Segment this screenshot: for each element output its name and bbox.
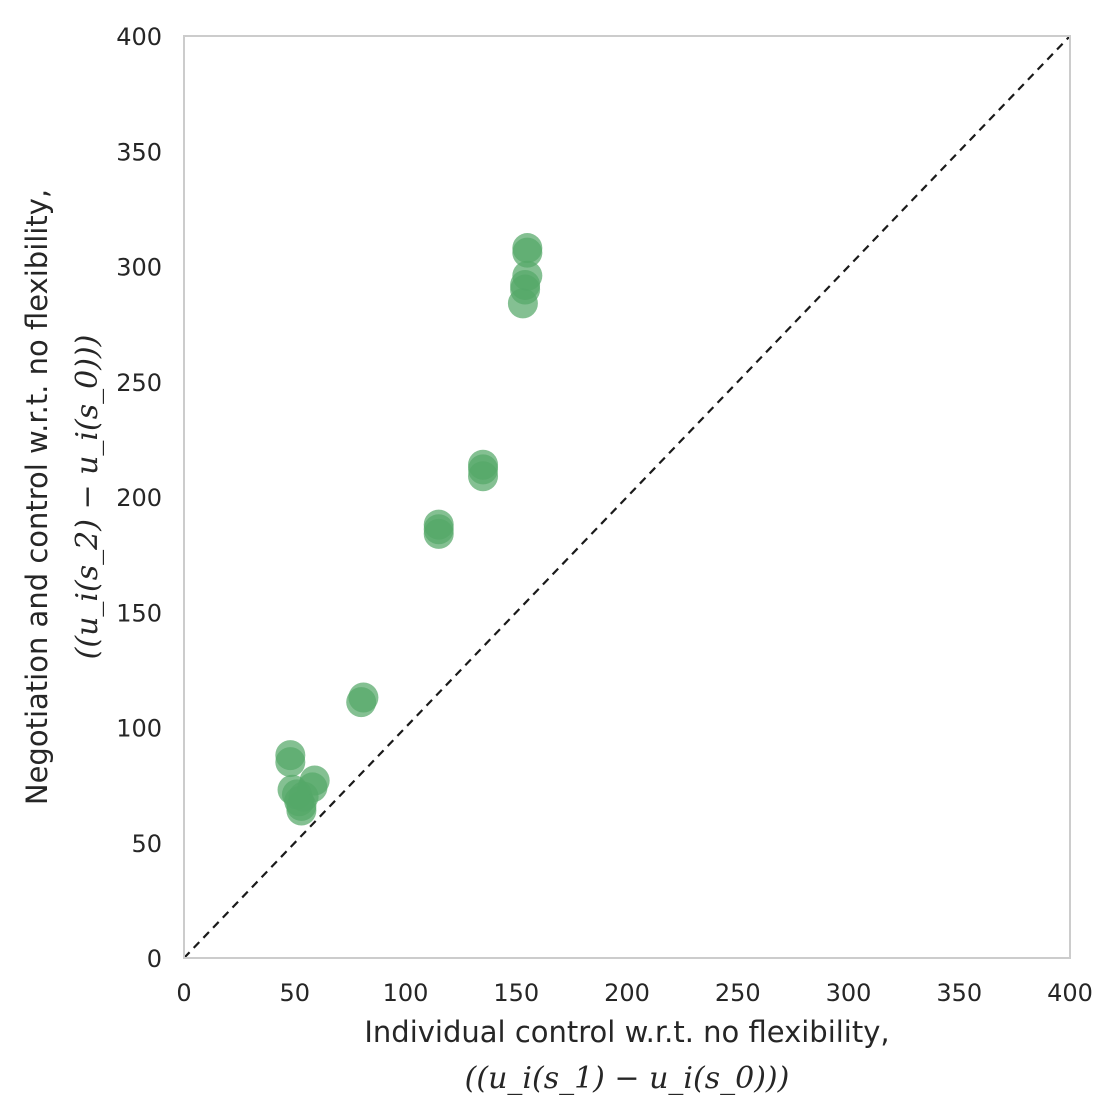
reference-diagonal-line [183, 35, 1071, 959]
data-point [348, 682, 379, 713]
x-tick-label: 150 [493, 979, 539, 1007]
x-tick-label: 300 [826, 979, 872, 1007]
y-tick-label: 150 [116, 599, 162, 627]
x-axis-title-formula: ((u_i(s_1) − u_i(s_0))) [465, 1061, 790, 1096]
y-axis-title: Negotiation and control w.r.t. no flexib… [20, 189, 54, 805]
y-tick-label: 100 [116, 715, 162, 743]
data-point [423, 509, 454, 540]
plot-frame [183, 35, 1071, 959]
x-tick-label: 250 [715, 979, 761, 1007]
data-point [275, 740, 306, 771]
data-point [468, 449, 499, 480]
x-axis-title: Individual control w.r.t. no flexibility… [364, 1015, 889, 1049]
y-tick-label: 250 [116, 369, 162, 397]
points-layer [275, 233, 543, 826]
x-tick-label: 50 [279, 979, 310, 1007]
y-tick-label: 400 [116, 23, 162, 51]
y-tick-label: 0 [147, 945, 162, 973]
data-point [299, 765, 330, 796]
y-tick-label: 300 [116, 254, 162, 282]
y-tick-label: 350 [116, 138, 162, 166]
y-tick-label: 50 [131, 830, 162, 858]
y-tick-label: 200 [116, 484, 162, 512]
x-tick-label: 100 [383, 979, 429, 1007]
y-tick-labels: 0 50 100 150 200 250 300 350 400 [116, 23, 162, 973]
x-tick-label: 0 [176, 979, 191, 1007]
data-point [512, 260, 543, 291]
x-tick-label: 400 [1047, 979, 1093, 1007]
x-tick-labels: 0 50 100 150 200 250 300 350 400 [176, 979, 1093, 1007]
x-tick-label: 200 [604, 979, 650, 1007]
x-tick-label: 350 [936, 979, 982, 1007]
data-point [512, 233, 543, 264]
y-axis-title-formula: ((u_i(s_2) − u_i(s_0))) [70, 335, 105, 660]
